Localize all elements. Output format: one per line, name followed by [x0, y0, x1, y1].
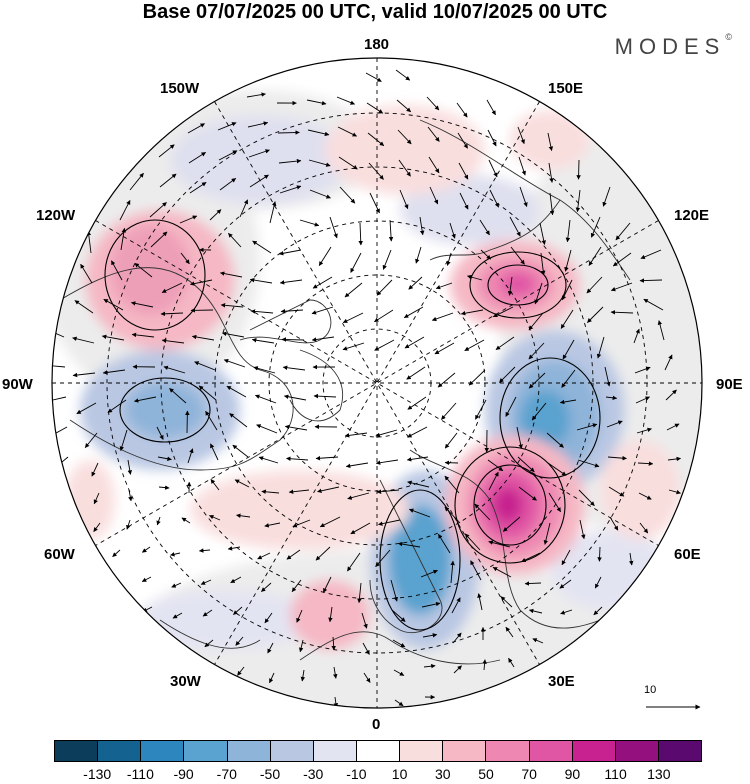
lon-label-0: 0: [372, 716, 380, 733]
wind-vector: [278, 132, 299, 133]
lon-label-120w: 120W: [36, 207, 75, 224]
wind-vector: [599, 547, 600, 561]
colorbar-swatch: [55, 741, 98, 761]
wind-vector: [579, 160, 580, 179]
lon-label-30w: 30W: [170, 673, 201, 690]
lon-label-60w: 60W: [44, 546, 75, 563]
colorbar-tick-label: -110: [127, 766, 154, 782]
colorbar-tick-label: 10: [392, 766, 408, 782]
colorbar-swatch: [357, 741, 400, 761]
lon-label-120e: 120E: [674, 207, 709, 224]
wind-vector: [282, 339, 304, 340]
colorbar-swatch: [659, 741, 701, 761]
colorbar-tick-label: 130: [647, 766, 670, 782]
lon-label-30e: 30E: [548, 673, 575, 690]
colorbar-ticks: -130 -110 -90 -70 -50 -30 -10 10 30 50 70 90 110 130: [54, 766, 702, 784]
colorbar-swatch: [443, 741, 486, 761]
lon-label-60e: 60E: [674, 546, 701, 563]
lon-label-90e: 90E: [716, 376, 743, 393]
colorbar-swatch: [314, 741, 357, 761]
lon-label-180: 180: [364, 36, 389, 53]
colorbar-swatch: [141, 741, 184, 761]
colorbar-tick-label: -130: [83, 766, 111, 782]
colorbar-tick-label: 50: [478, 766, 494, 782]
colorbar-swatch: [271, 741, 314, 761]
colorbar-swatch: [616, 741, 659, 761]
colorbar-swatch: [486, 741, 529, 761]
colorbar-tick-label: -10: [346, 766, 366, 782]
colorbar-swatch: [184, 741, 227, 761]
colorbar-tick-label: 90: [565, 766, 581, 782]
colorbar-swatch: [573, 741, 616, 761]
colorbar-swatch: [98, 741, 141, 761]
colorbar-tick-label: -50: [260, 766, 280, 782]
colorbar-swatch: [228, 741, 271, 761]
colorbar: [54, 740, 702, 762]
map-disk: [40, 58, 740, 730]
colorbar-swatch: [400, 741, 443, 761]
colorbar-tick-label: -70: [217, 766, 237, 782]
colorbar-tick-label: 70: [521, 766, 537, 782]
colorbar-swatch: [530, 741, 573, 761]
colorbar-tick-label: -90: [173, 766, 193, 782]
lon-label-90w: 90W: [2, 376, 33, 393]
colorbar-tick-label: -30: [303, 766, 323, 782]
lon-label-150e: 150E: [548, 80, 583, 97]
colorbar-tick-label: 110: [604, 766, 626, 782]
reference-vector-label: 10: [644, 684, 656, 696]
lon-label-150w: 150W: [160, 80, 199, 97]
colorbar-tick-label: 30: [435, 766, 451, 782]
